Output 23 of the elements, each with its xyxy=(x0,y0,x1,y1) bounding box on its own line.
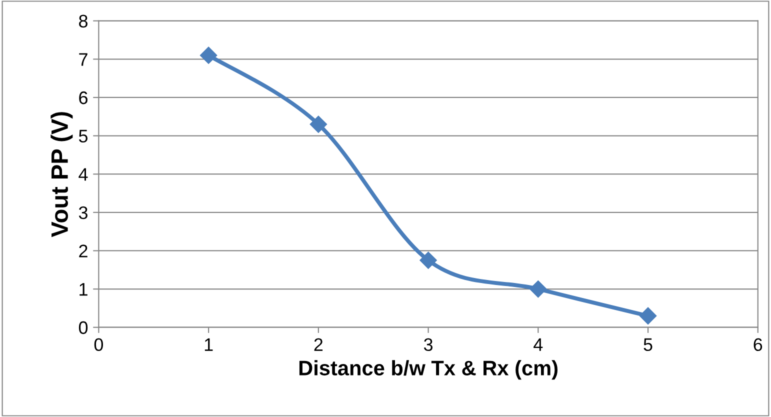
y-tick-label: 4 xyxy=(78,168,88,181)
y-tick-label: 1 xyxy=(80,283,88,296)
x-tick-label: 0 xyxy=(94,338,104,352)
x-axis-title: Distance b/w Tx & Rx (cm) xyxy=(299,360,558,380)
y-tick-label: 7 xyxy=(79,53,88,66)
y-axis-title: Vout PP (V) xyxy=(50,112,73,238)
y-tick-label: 5 xyxy=(78,130,88,143)
x-tick-label: 6 xyxy=(754,338,762,352)
y-tick-label: 6 xyxy=(79,91,88,104)
point xyxy=(639,307,657,324)
point xyxy=(530,280,547,298)
y-tick-label: 2 xyxy=(79,244,88,258)
point xyxy=(310,116,327,133)
y-tick-label: 8 xyxy=(79,14,88,28)
x-tick-label: 5 xyxy=(644,338,652,352)
y-tick-label: 3 xyxy=(78,206,88,220)
x-tick-label: 3 xyxy=(424,338,433,352)
point xyxy=(420,252,437,269)
y-tick-label: 0 xyxy=(78,321,88,334)
x-tick-label: 4 xyxy=(534,338,543,351)
x-tick-label: 1 xyxy=(204,338,213,351)
point xyxy=(200,46,218,64)
x-tick-label: 2 xyxy=(314,338,323,351)
